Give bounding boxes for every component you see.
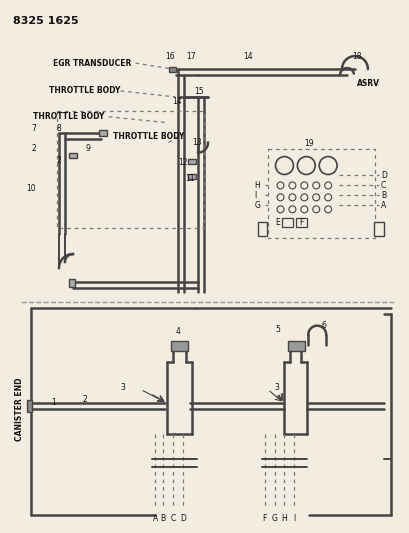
Bar <box>257 222 266 236</box>
Text: 3: 3 <box>274 383 279 392</box>
Text: 9: 9 <box>85 144 90 153</box>
Text: A: A <box>380 201 385 210</box>
Text: B: B <box>160 514 166 523</box>
Text: D: D <box>380 171 386 180</box>
Bar <box>282 218 293 227</box>
Text: 3: 3 <box>120 383 125 392</box>
Text: 10: 10 <box>26 184 36 193</box>
Text: 6: 6 <box>320 321 325 330</box>
Bar <box>69 152 76 158</box>
Bar <box>188 174 196 180</box>
Text: CANISTER END: CANISTER END <box>15 377 24 441</box>
Bar <box>69 279 75 287</box>
Text: 14: 14 <box>242 52 252 61</box>
Text: THROTTLE BODY: THROTTLE BODY <box>49 86 120 95</box>
Text: I: I <box>292 514 295 523</box>
Text: I: I <box>254 191 256 200</box>
Text: 18: 18 <box>351 52 361 61</box>
Bar <box>171 341 188 351</box>
Text: G: G <box>254 201 260 210</box>
Text: C: C <box>380 181 385 190</box>
Text: 5: 5 <box>274 325 279 334</box>
Text: 13: 13 <box>192 138 201 147</box>
Text: 17: 17 <box>186 52 196 61</box>
Text: 15: 15 <box>193 87 203 96</box>
Text: 19: 19 <box>304 139 313 148</box>
Text: 14: 14 <box>172 98 182 107</box>
Text: THROTTLE BODY: THROTTLE BODY <box>33 112 104 122</box>
Text: H: H <box>254 181 260 190</box>
Text: EGR TRANSDUCER: EGR TRANSDUCER <box>53 59 131 68</box>
Text: 2: 2 <box>83 395 88 404</box>
Bar <box>373 222 383 236</box>
Bar <box>288 341 305 351</box>
Text: 8: 8 <box>56 124 61 133</box>
Text: ASRV: ASRV <box>356 79 379 88</box>
Text: 2: 2 <box>56 156 61 165</box>
Bar <box>169 67 176 72</box>
Text: D: D <box>180 514 186 523</box>
Text: C: C <box>170 514 175 523</box>
Text: 1: 1 <box>51 398 56 407</box>
Text: 2: 2 <box>31 144 36 153</box>
Text: 8325 1625: 8325 1625 <box>13 17 79 26</box>
Text: 12: 12 <box>178 158 187 167</box>
Bar <box>188 158 196 164</box>
Text: THROTTLE BODY: THROTTLE BODY <box>112 132 184 141</box>
Text: 7: 7 <box>31 124 36 133</box>
Text: E: E <box>275 218 280 227</box>
Text: 11: 11 <box>185 174 194 183</box>
Text: H: H <box>281 514 287 523</box>
Text: A: A <box>152 514 157 523</box>
Text: F: F <box>299 218 303 227</box>
Text: G: G <box>271 514 277 523</box>
Text: F: F <box>262 514 266 523</box>
Text: 4: 4 <box>175 327 180 336</box>
Text: B: B <box>380 191 385 200</box>
Bar <box>27 400 32 412</box>
Bar <box>296 218 307 227</box>
Text: 16: 16 <box>165 52 175 61</box>
Bar <box>99 130 106 136</box>
